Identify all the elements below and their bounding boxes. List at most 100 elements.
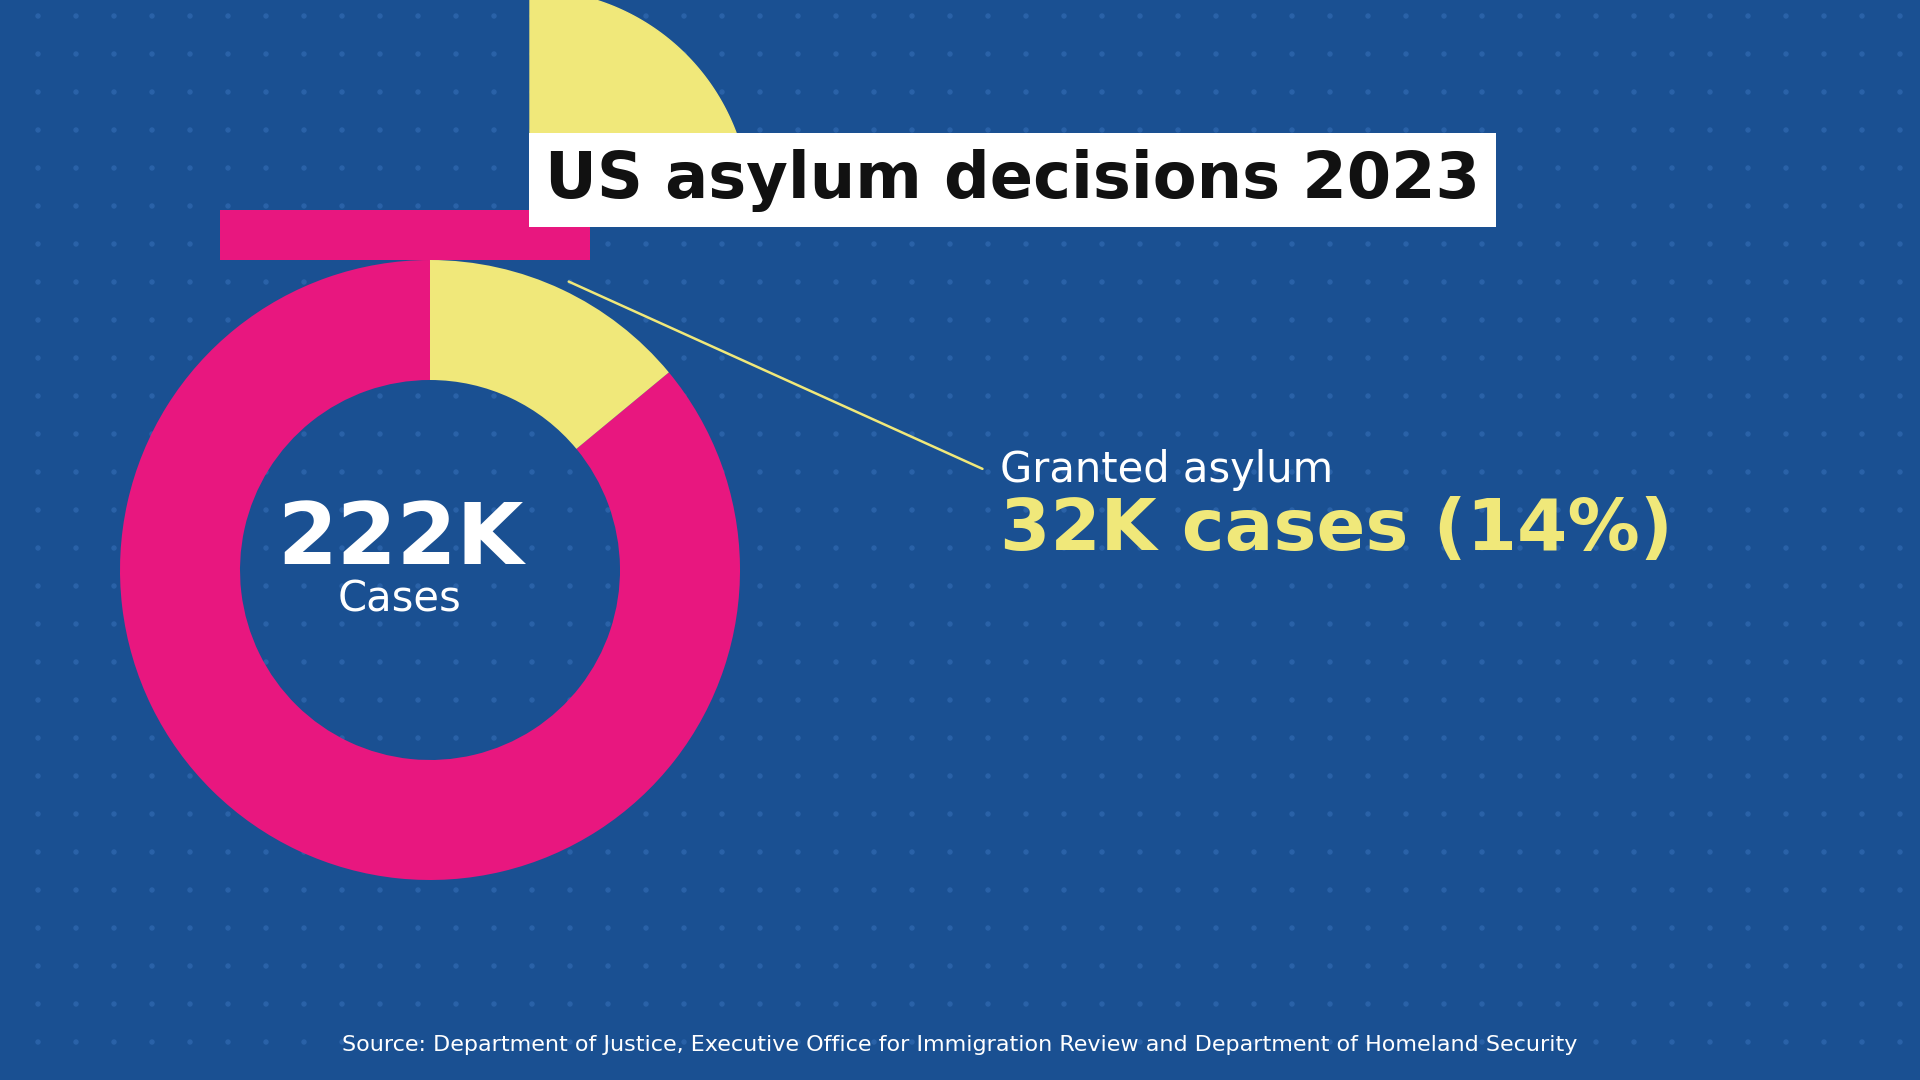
- Circle shape: [948, 394, 952, 399]
- Circle shape: [453, 14, 459, 18]
- Circle shape: [797, 52, 801, 56]
- Circle shape: [1555, 812, 1559, 816]
- Circle shape: [797, 318, 801, 322]
- Circle shape: [643, 622, 649, 626]
- Circle shape: [948, 470, 952, 474]
- Circle shape: [872, 280, 876, 284]
- Circle shape: [682, 888, 685, 892]
- Circle shape: [1632, 812, 1636, 816]
- Circle shape: [227, 926, 230, 930]
- Circle shape: [643, 546, 649, 550]
- Circle shape: [1784, 356, 1788, 360]
- Wedge shape: [121, 260, 739, 880]
- Circle shape: [378, 204, 382, 208]
- Circle shape: [265, 584, 269, 588]
- Circle shape: [1100, 584, 1104, 588]
- Circle shape: [1139, 129, 1142, 132]
- Circle shape: [1290, 546, 1294, 550]
- Circle shape: [492, 204, 495, 208]
- Circle shape: [1480, 90, 1484, 94]
- Circle shape: [833, 394, 837, 399]
- Circle shape: [1100, 318, 1104, 322]
- Circle shape: [1404, 432, 1407, 436]
- Circle shape: [833, 812, 837, 816]
- Circle shape: [607, 470, 611, 474]
- Circle shape: [1632, 432, 1636, 436]
- Circle shape: [36, 204, 40, 208]
- Circle shape: [1023, 774, 1027, 778]
- Circle shape: [1632, 660, 1636, 664]
- Circle shape: [1100, 735, 1104, 740]
- Circle shape: [1745, 470, 1749, 474]
- Circle shape: [1442, 546, 1446, 550]
- Circle shape: [1480, 926, 1484, 930]
- Circle shape: [1175, 318, 1181, 322]
- Circle shape: [36, 356, 40, 360]
- Circle shape: [1670, 166, 1674, 170]
- Circle shape: [1745, 242, 1749, 246]
- Circle shape: [378, 660, 382, 664]
- Circle shape: [1062, 90, 1066, 94]
- Circle shape: [111, 204, 115, 208]
- Circle shape: [188, 964, 192, 968]
- Circle shape: [1709, 242, 1713, 246]
- Circle shape: [301, 622, 305, 626]
- Circle shape: [150, 1040, 154, 1044]
- Circle shape: [75, 774, 79, 778]
- Circle shape: [1175, 850, 1181, 854]
- Circle shape: [188, 926, 192, 930]
- Circle shape: [1555, 508, 1559, 512]
- Circle shape: [1442, 774, 1446, 778]
- Circle shape: [1062, 698, 1066, 702]
- Circle shape: [1252, 52, 1256, 56]
- Circle shape: [1519, 850, 1523, 854]
- Circle shape: [1860, 1002, 1864, 1005]
- Circle shape: [607, 926, 611, 930]
- Circle shape: [1290, 166, 1294, 170]
- Circle shape: [607, 90, 611, 94]
- Circle shape: [188, 280, 192, 284]
- Circle shape: [1860, 432, 1864, 436]
- Circle shape: [1670, 774, 1674, 778]
- Circle shape: [265, 850, 269, 854]
- Circle shape: [1822, 812, 1826, 816]
- Circle shape: [872, 52, 876, 56]
- Circle shape: [1709, 964, 1713, 968]
- Circle shape: [301, 432, 305, 436]
- Circle shape: [301, 129, 305, 132]
- Circle shape: [1480, 774, 1484, 778]
- Circle shape: [492, 52, 495, 56]
- Circle shape: [1784, 280, 1788, 284]
- Circle shape: [607, 888, 611, 892]
- Circle shape: [1860, 318, 1864, 322]
- Circle shape: [301, 850, 305, 854]
- Circle shape: [1594, 660, 1597, 664]
- Circle shape: [720, 735, 724, 740]
- Circle shape: [987, 14, 991, 18]
- Circle shape: [910, 812, 914, 816]
- Circle shape: [1062, 204, 1066, 208]
- Circle shape: [1745, 129, 1749, 132]
- Circle shape: [720, 52, 724, 56]
- Circle shape: [1139, 470, 1142, 474]
- Circle shape: [1023, 129, 1027, 132]
- Circle shape: [1442, 622, 1446, 626]
- Circle shape: [75, 129, 79, 132]
- Circle shape: [111, 90, 115, 94]
- Circle shape: [1594, 166, 1597, 170]
- Circle shape: [378, 394, 382, 399]
- Circle shape: [1139, 52, 1142, 56]
- Circle shape: [1329, 470, 1332, 474]
- Circle shape: [1062, 964, 1066, 968]
- Circle shape: [758, 812, 762, 816]
- Circle shape: [1519, 14, 1523, 18]
- Circle shape: [607, 129, 611, 132]
- Circle shape: [530, 850, 534, 854]
- Circle shape: [227, 850, 230, 854]
- Circle shape: [720, 964, 724, 968]
- Circle shape: [607, 280, 611, 284]
- Circle shape: [1632, 850, 1636, 854]
- Circle shape: [1594, 204, 1597, 208]
- Circle shape: [987, 52, 991, 56]
- Circle shape: [607, 52, 611, 56]
